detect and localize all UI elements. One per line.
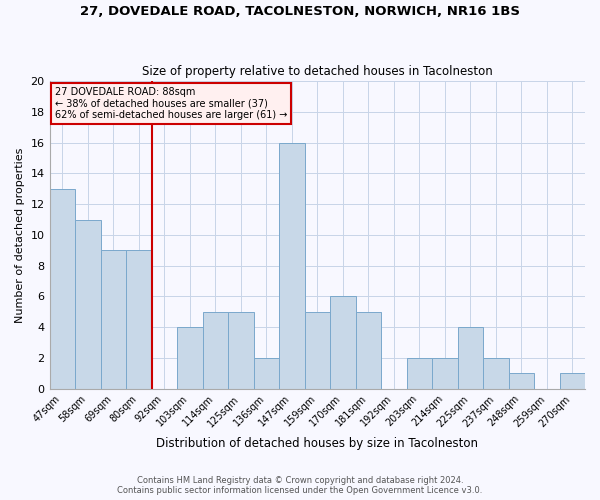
Text: Contains HM Land Registry data © Crown copyright and database right 2024.
Contai: Contains HM Land Registry data © Crown c… <box>118 476 482 495</box>
Bar <box>560 374 585 389</box>
Y-axis label: Number of detached properties: Number of detached properties <box>15 147 25 322</box>
Bar <box>407 358 432 389</box>
Bar <box>228 312 254 389</box>
Text: 27 DOVEDALE ROAD: 88sqm
← 38% of detached houses are smaller (37)
62% of semi-de: 27 DOVEDALE ROAD: 88sqm ← 38% of detache… <box>55 87 287 120</box>
X-axis label: Distribution of detached houses by size in Tacolneston: Distribution of detached houses by size … <box>156 437 478 450</box>
Bar <box>432 358 458 389</box>
Bar <box>279 142 305 389</box>
Bar <box>50 189 75 389</box>
Bar <box>101 250 126 389</box>
Bar <box>126 250 152 389</box>
Bar <box>483 358 509 389</box>
Bar <box>254 358 279 389</box>
Bar <box>177 328 203 389</box>
Bar <box>305 312 330 389</box>
Bar <box>458 328 483 389</box>
Title: Size of property relative to detached houses in Tacolneston: Size of property relative to detached ho… <box>142 66 493 78</box>
Bar <box>75 220 101 389</box>
Bar <box>330 296 356 389</box>
Bar <box>356 312 381 389</box>
Bar <box>509 374 534 389</box>
Text: 27, DOVEDALE ROAD, TACOLNESTON, NORWICH, NR16 1BS: 27, DOVEDALE ROAD, TACOLNESTON, NORWICH,… <box>80 5 520 18</box>
Bar <box>203 312 228 389</box>
